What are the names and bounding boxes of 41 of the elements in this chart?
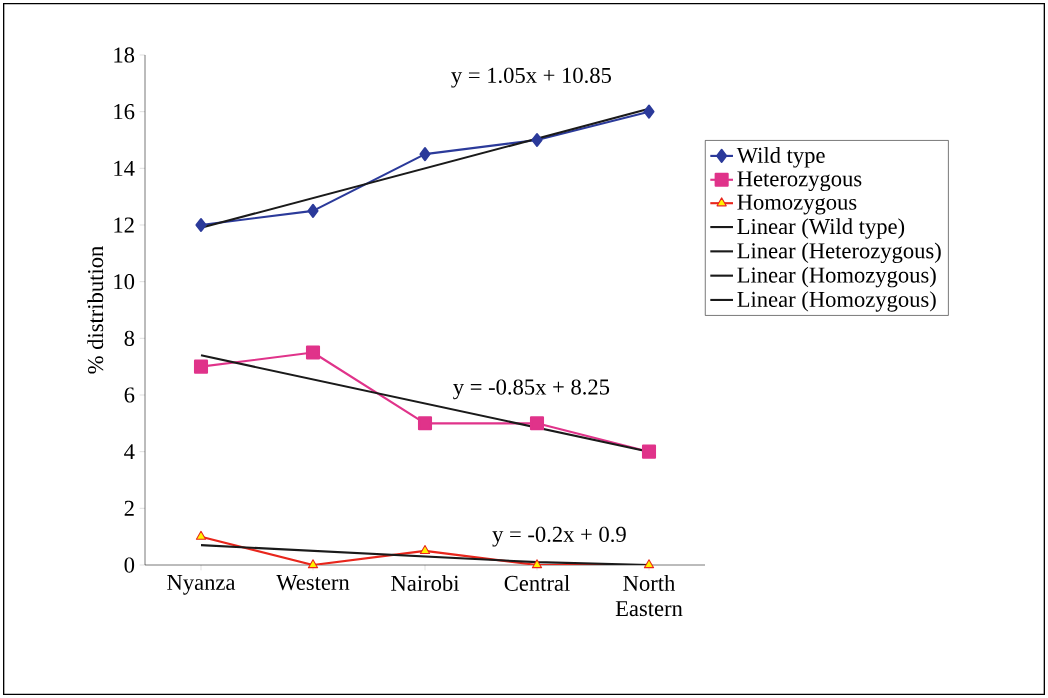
point xyxy=(643,559,655,569)
annotation: y = -0.2x + 0.9 xyxy=(492,526,626,547)
legend-label: Linear (Homozygous) xyxy=(737,291,936,312)
point xyxy=(307,559,319,569)
y-tick-label: 16 xyxy=(114,104,135,120)
legend-label: Wild type xyxy=(736,147,825,168)
y-tick-label: 6 xyxy=(124,387,135,403)
point xyxy=(195,217,207,233)
y-tick-label: 2 xyxy=(124,500,134,516)
legend-label: Linear (Wild type) xyxy=(737,218,905,239)
x-tick-label: Central xyxy=(504,575,570,591)
y-axis-title: % distribution xyxy=(87,246,104,374)
legend-label: Homozygous xyxy=(737,194,857,215)
y-tick-label: 8 xyxy=(124,330,135,346)
x-tick-label: Nyanza xyxy=(167,575,236,595)
y-tick-label: 0 xyxy=(124,557,135,573)
point xyxy=(195,530,207,540)
y-tick-label: 10 xyxy=(114,274,135,290)
y-tick-label: 12 xyxy=(114,217,134,233)
point xyxy=(641,444,657,459)
annotation: y = 1.05x + 10.85 xyxy=(451,67,611,88)
point xyxy=(529,416,545,431)
point xyxy=(419,544,431,555)
point xyxy=(419,147,431,162)
y-tick-label: 14 xyxy=(114,160,135,176)
point xyxy=(531,132,543,148)
annotation: y = -0.85x + 8.25 xyxy=(453,379,610,400)
legend-label: Heterozygous xyxy=(737,171,862,192)
point xyxy=(531,559,543,569)
point xyxy=(417,416,433,431)
x-tick-label: Western xyxy=(276,575,350,591)
y-tick-label: 18 xyxy=(114,47,135,63)
point xyxy=(193,359,209,374)
x-tick-label: Nairobi xyxy=(391,575,460,591)
point xyxy=(307,203,319,218)
x-tick-label: North Eastern xyxy=(615,575,683,617)
y-tick-label: 4 xyxy=(124,444,135,460)
point xyxy=(305,345,321,360)
point xyxy=(643,104,655,119)
legend-label: Linear (Heterozygous) xyxy=(737,242,941,264)
legend-label: Linear (Homozygous) xyxy=(737,266,936,288)
